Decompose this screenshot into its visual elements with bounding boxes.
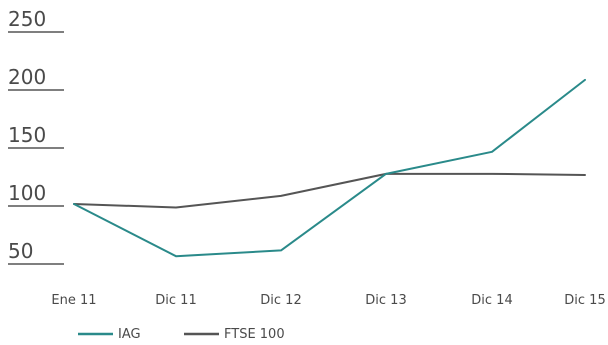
y-tick-label-200: 200 [8, 65, 46, 89]
series-lines [73, 78, 586, 258]
legend-label-0: IAG [118, 327, 141, 342]
legend: IAG FTSE 100 [78, 327, 285, 342]
x-tick-label-5: Dic 15 [564, 293, 605, 308]
y-axis: 50 100 150 200 250 [8, 7, 64, 265]
y-tick-label-50: 50 [8, 239, 33, 263]
series-line-1 [73, 172, 586, 209]
y-tick-label-100: 100 [8, 181, 46, 205]
y-tick-label-150: 150 [8, 123, 46, 147]
x-tick-label-3: Dic 13 [365, 293, 406, 308]
x-tick-label-1: Dic 11 [155, 293, 196, 308]
x-axis: Ene 11 Dic 11 Dic 12 Dic 13 Dic 14 Dic 15 [51, 293, 605, 308]
legend-label-1: FTSE 100 [224, 327, 285, 342]
x-tick-label-2: Dic 12 [260, 293, 301, 308]
series-line-0 [73, 78, 586, 258]
x-tick-label-0: Ene 11 [51, 293, 96, 308]
y-tick-label-250: 250 [8, 7, 46, 31]
x-tick-label-4: Dic 14 [471, 293, 512, 308]
